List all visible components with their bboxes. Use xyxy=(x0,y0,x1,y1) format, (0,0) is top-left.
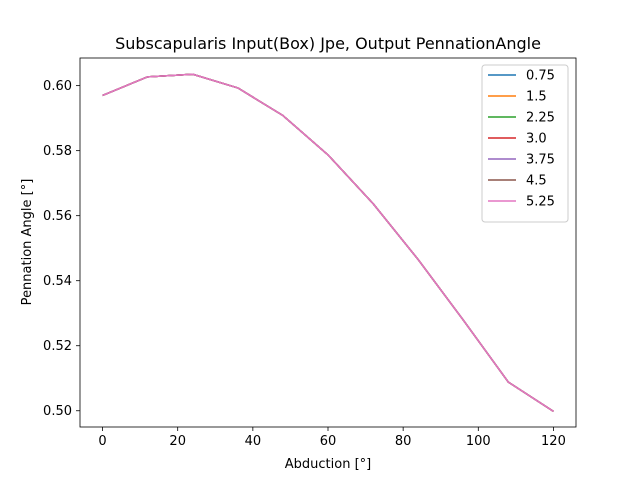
legend-label: 0.75 xyxy=(526,69,555,84)
x-axis-ticks: 0 20 40 60 80 100 120 xyxy=(98,427,566,449)
x-tick-label: 80 xyxy=(395,434,412,449)
plot-frame xyxy=(79,57,577,428)
y-tick-label: 0.50 xyxy=(43,404,72,419)
x-tick-label: 40 xyxy=(245,434,262,449)
legend-label: 2.25 xyxy=(526,111,555,126)
x-tick-label: 20 xyxy=(169,434,186,449)
chart-title: Subscapularis Input(Box) Jpe, Output Pen… xyxy=(115,34,541,53)
legend-label: 5.25 xyxy=(526,195,555,210)
x-tick-label: 100 xyxy=(466,434,491,449)
y-axis-label: Pennation Angle [°] xyxy=(20,179,35,306)
legend-label: 1.5 xyxy=(526,90,547,105)
y-tick-label: 0.60 xyxy=(43,79,72,94)
y-tick-label: 0.54 xyxy=(43,274,72,289)
legend-box xyxy=(481,64,569,223)
y-axis-ticks: 0.50 0.52 0.54 0.56 0.58 0.60 xyxy=(43,79,80,419)
y-tick-label: 0.52 xyxy=(43,339,72,354)
x-tick-label: 60 xyxy=(320,434,337,449)
legend-label: 3.0 xyxy=(526,132,547,147)
legend-label: 3.75 xyxy=(526,153,555,168)
legend: 0.75 1.5 2.25 3.0 3.75 4.5 5.25 xyxy=(481,64,569,223)
x-tick-label: 120 xyxy=(541,434,566,449)
x-axis-label: Abduction [°] xyxy=(285,457,371,472)
y-tick-label: 0.56 xyxy=(43,209,72,224)
x-tick-label: 0 xyxy=(98,434,106,449)
y-tick-label: 0.58 xyxy=(43,144,72,159)
series-line-6 xyxy=(102,73,554,413)
series-lines xyxy=(102,73,554,413)
legend-label: 4.5 xyxy=(526,174,547,189)
